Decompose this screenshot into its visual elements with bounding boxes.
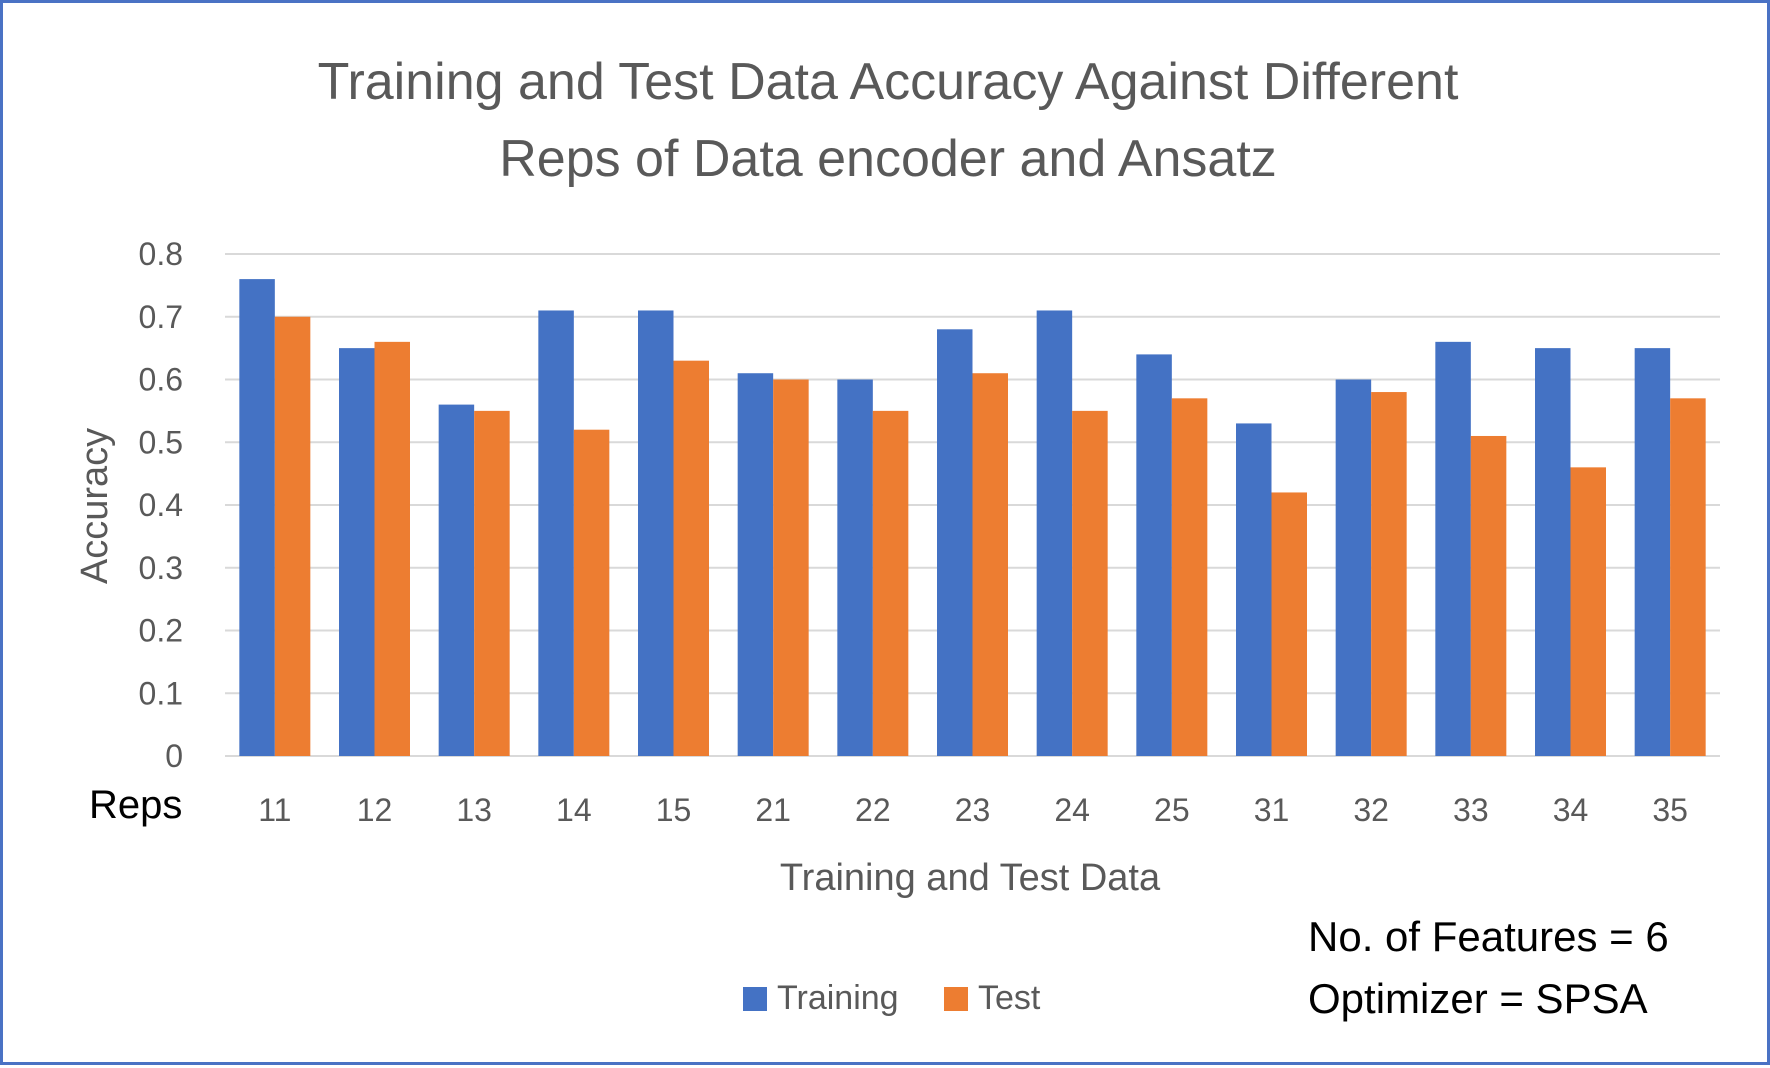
chart-title-line-1: Training and Test Data Accuracy Against … [318, 53, 1459, 111]
legend-swatch-training [743, 987, 767, 1011]
bar-training-11 [239, 279, 275, 756]
x-tick-label: 15 [656, 792, 692, 828]
bar-training-21 [737, 373, 774, 756]
x-tick-label: 14 [556, 792, 592, 828]
legend-label-training: Training [777, 979, 899, 1017]
bar-training-14 [538, 310, 574, 756]
bar-test-32 [1371, 392, 1407, 756]
bar-test-11 [274, 316, 311, 756]
x-tick-label: 12 [357, 792, 393, 828]
y-axis-ticks: 0 0.1 0.2 0.3 0.4 0.5 0.6 0.7 0.8 [139, 236, 183, 774]
y-tick-label: 0.3 [139, 550, 183, 586]
bar-test-15 [673, 360, 709, 756]
bar-training-33 [1435, 341, 1471, 756]
legend-swatch-test [944, 987, 968, 1011]
bar-test-34 [1570, 467, 1606, 756]
y-tick-label: 0.6 [139, 362, 183, 398]
bar-training-35 [1634, 348, 1671, 756]
bar-test-12 [374, 341, 410, 756]
x-axis-label: Training and Test Data [780, 857, 1161, 899]
x-tick-label: 34 [1553, 792, 1589, 828]
bar-test-31 [1271, 492, 1307, 756]
x-axis-ticks: 11 12 13 14 15 21 22 23 24 25 31 32 33 34 35 [258, 792, 1688, 828]
bar-chart: Training and Test Data Accuracy Against … [74, 53, 1720, 1022]
y-tick-label: 0.7 [139, 299, 183, 335]
bar-training-31 [1236, 423, 1272, 756]
y-tick-label: 0.8 [139, 236, 183, 272]
bar-test-21 [773, 379, 809, 756]
y-axis-label: Accuracy [74, 428, 116, 584]
x-tick-label: 31 [1254, 792, 1290, 828]
bar-training-15 [638, 310, 674, 756]
bar-training-34 [1535, 348, 1571, 756]
bar-test-14 [573, 429, 610, 756]
x-tick-label: 25 [1154, 792, 1190, 828]
y-tick-label: 0.2 [139, 613, 183, 649]
bar-training-24 [1036, 310, 1073, 756]
y-tick-label: 0.4 [139, 487, 183, 523]
x-tick-label: 24 [1054, 792, 1090, 828]
bar-training-22 [837, 379, 873, 756]
bars [239, 279, 1706, 756]
bar-test-33 [1470, 435, 1507, 756]
bar-test-24 [1072, 410, 1108, 756]
x-tick-label: 22 [855, 792, 891, 828]
legend-label-test: Test [978, 979, 1041, 1017]
y-tick-label: 0 [165, 738, 183, 774]
chart-title-line-2: Reps of Data encoder and Ansatz [499, 130, 1277, 188]
bar-test-25 [1171, 398, 1208, 756]
x-tick-label: 33 [1453, 792, 1489, 828]
bar-training-32 [1335, 379, 1372, 756]
x-tick-label: 32 [1353, 792, 1389, 828]
bar-training-25 [1136, 354, 1172, 756]
x-tick-label: 23 [955, 792, 991, 828]
bar-training-23 [937, 329, 973, 756]
y-tick-label: 0.5 [139, 424, 183, 460]
bar-test-23 [972, 373, 1008, 756]
x-tick-label: 13 [456, 792, 492, 828]
y-tick-label: 0.1 [139, 675, 183, 711]
bar-test-13 [474, 410, 510, 756]
bar-test-35 [1670, 398, 1706, 756]
category-axis-label: Reps [89, 783, 182, 827]
annotation-features: No. of Features = 6 [1308, 913, 1669, 960]
x-tick-label: 35 [1652, 792, 1688, 828]
legend: Training Test [743, 979, 1041, 1017]
x-tick-label: 21 [755, 792, 791, 828]
bar-test-22 [872, 410, 909, 756]
chart-title: Training and Test Data Accuracy Against … [318, 53, 1459, 188]
x-tick-label: 11 [258, 792, 291, 828]
bar-training-13 [438, 404, 475, 756]
annotations: No. of Features = 6 Optimizer = SPSA [1308, 913, 1669, 1022]
annotation-optimizer: Optimizer = SPSA [1308, 975, 1648, 1022]
bar-training-12 [339, 348, 375, 756]
